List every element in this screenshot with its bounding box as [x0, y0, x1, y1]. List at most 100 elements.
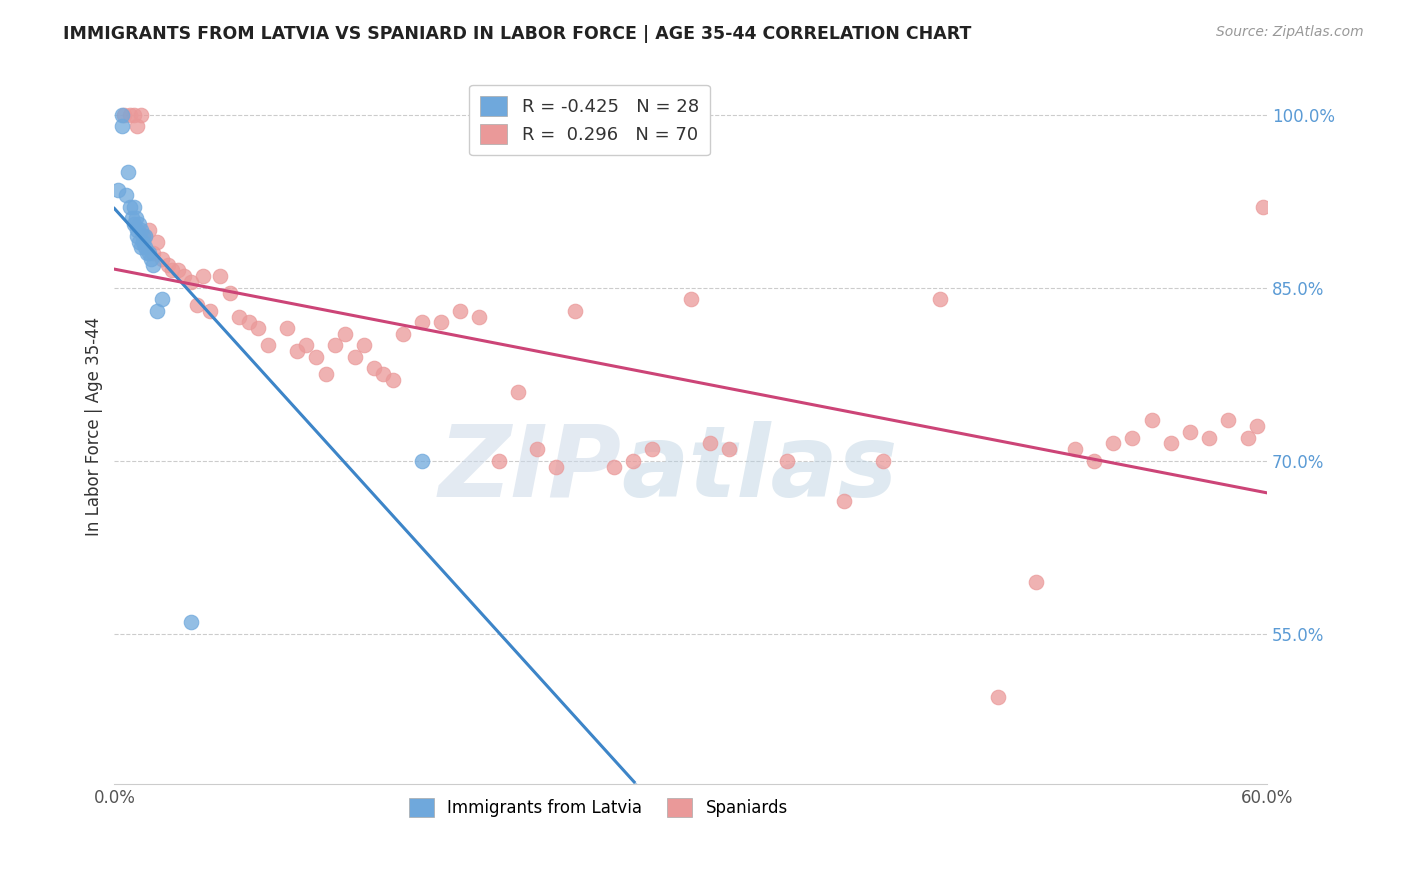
Point [134, 240, 156, 254]
Point [305, 350, 328, 364]
Point [127, 119, 149, 133]
Point [145, 235, 167, 249]
Point [1178, 425, 1201, 439]
Point [152, 292, 174, 306]
Point [343, 350, 366, 364]
Point [112, 108, 135, 122]
Point [449, 303, 471, 318]
Point [129, 240, 152, 254]
Point [315, 368, 337, 382]
Point [1236, 431, 1258, 445]
Point [138, 246, 160, 260]
Point [157, 258, 180, 272]
Point [191, 269, 214, 284]
Point [603, 459, 626, 474]
Point [373, 368, 395, 382]
Point [173, 269, 195, 284]
Point [152, 252, 174, 266]
Point [276, 321, 298, 335]
Point [1083, 454, 1105, 468]
Point [107, 183, 129, 197]
Point [247, 321, 270, 335]
Point [391, 326, 413, 341]
Point [526, 442, 548, 457]
Point [145, 303, 167, 318]
Point [200, 303, 222, 318]
Point [381, 373, 404, 387]
Point [1063, 442, 1085, 457]
Y-axis label: In Labor Force | Age 35-44: In Labor Force | Age 35-44 [86, 317, 103, 536]
Point [139, 252, 162, 266]
Point [111, 119, 134, 133]
Point [699, 436, 721, 450]
Text: IMMIGRANTS FROM LATVIA VS SPANIARD IN LABOR FORCE | AGE 35-44 CORRELATION CHART: IMMIGRANTS FROM LATVIA VS SPANIARD IN LA… [63, 25, 972, 43]
Point [1140, 413, 1163, 427]
Point [132, 228, 155, 243]
Point [488, 454, 510, 468]
Point [127, 228, 149, 243]
Point [129, 223, 152, 237]
Point [257, 338, 280, 352]
Point [333, 326, 356, 341]
Point [111, 108, 134, 122]
Point [118, 200, 141, 214]
Point [129, 108, 152, 122]
Point [546, 459, 568, 474]
Point [641, 442, 664, 457]
Point [506, 384, 529, 399]
Point [209, 269, 232, 284]
Point [363, 361, 385, 376]
Point [134, 228, 156, 243]
Point [621, 454, 644, 468]
Text: Source: ZipAtlas.com: Source: ZipAtlas.com [1216, 25, 1364, 39]
Point [323, 338, 346, 352]
Point [117, 165, 139, 179]
Point [1198, 431, 1220, 445]
Point [160, 263, 183, 277]
Point [238, 315, 260, 329]
Legend: Immigrants from Latvia, Spaniards: Immigrants from Latvia, Spaniards [401, 789, 796, 825]
Point [834, 494, 856, 508]
Point [1218, 413, 1240, 427]
Point [776, 454, 799, 468]
Point [127, 223, 149, 237]
Point [295, 338, 318, 352]
Point [138, 223, 160, 237]
Point [1246, 419, 1268, 434]
Point [118, 108, 141, 122]
Text: ZIP: ZIP [439, 420, 621, 517]
Point [180, 615, 202, 630]
Point [285, 344, 308, 359]
Point [411, 454, 433, 468]
Point [411, 315, 433, 329]
Point [564, 303, 586, 318]
Point [718, 442, 741, 457]
Point [1251, 200, 1274, 214]
Point [132, 235, 155, 249]
Point [468, 310, 491, 324]
Point [228, 310, 250, 324]
Point [128, 235, 150, 249]
Point [186, 298, 208, 312]
Point [218, 286, 240, 301]
Point [166, 263, 188, 277]
Point [122, 108, 145, 122]
Point [136, 246, 159, 260]
Point [134, 228, 156, 243]
Point [430, 315, 453, 329]
Point [1102, 436, 1125, 450]
Point [679, 292, 702, 306]
Point [128, 217, 150, 231]
Point [1160, 436, 1182, 450]
Point [1025, 574, 1047, 589]
Point [353, 338, 375, 352]
Point [872, 454, 894, 468]
Point [121, 211, 143, 226]
Point [122, 200, 145, 214]
Point [115, 188, 138, 202]
Point [987, 690, 1010, 705]
Point [124, 211, 146, 226]
Point [142, 246, 165, 260]
Point [122, 217, 145, 231]
Point [142, 258, 165, 272]
